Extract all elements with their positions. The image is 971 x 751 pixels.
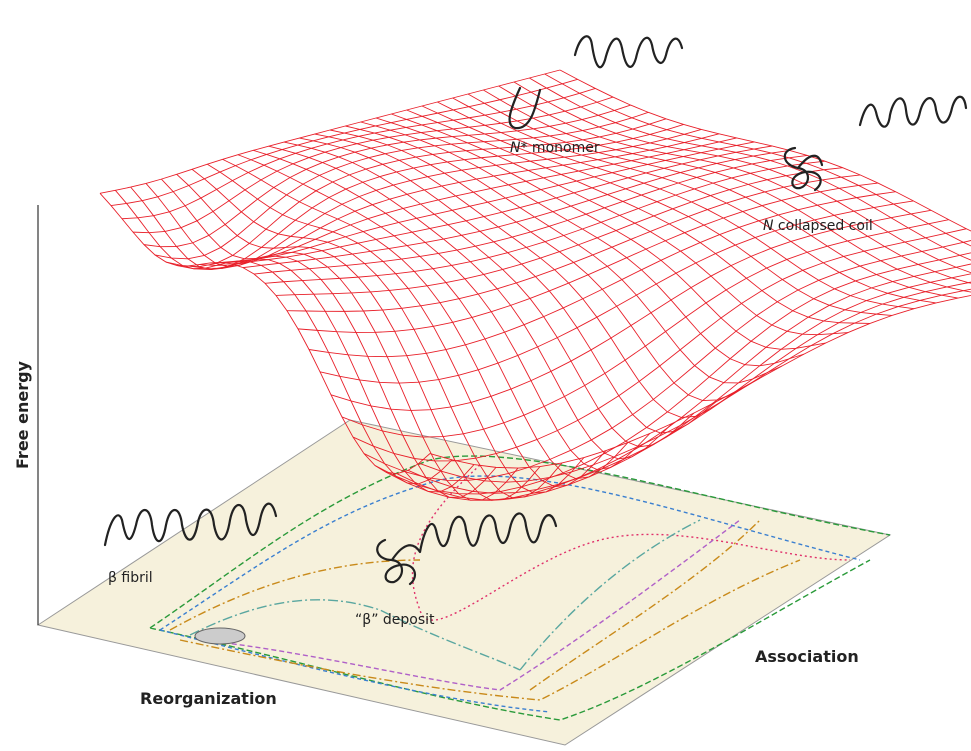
monomer-text: * monomer — [520, 140, 599, 156]
mesh-line — [276, 168, 843, 296]
mesh-line — [155, 112, 648, 258]
mesh-line — [468, 94, 958, 298]
association-label: Association — [755, 647, 859, 666]
monomer-label: N* monomer — [510, 140, 600, 156]
monomer-symbol: N — [510, 140, 521, 156]
mesh-line — [287, 175, 860, 311]
mesh-line — [284, 142, 694, 447]
mesh-line — [253, 150, 650, 469]
coil-text: collapsed coil — [773, 218, 872, 234]
mesh-line — [111, 79, 578, 205]
coil-symbol: N — [763, 218, 774, 234]
energy-surface — [100, 70, 971, 500]
mesh-line — [430, 274, 971, 468]
fibril-label: β fibril — [108, 570, 153, 586]
mesh-line — [453, 98, 936, 303]
coil-label: N collapsed coil — [763, 218, 873, 234]
deposit-label: “β” deposit — [355, 612, 435, 628]
mesh-line — [437, 102, 914, 309]
mesh-line — [309, 192, 896, 357]
well-bottom — [195, 628, 245, 644]
mesh-line — [419, 269, 971, 482]
reorganization-label: Reorganization — [140, 689, 277, 708]
mesh-line — [353, 229, 966, 461]
vertical-axis-label: Free energy — [13, 360, 32, 469]
mesh-line — [331, 210, 931, 410]
diagram: N* monomer N collapsed coil β fibril “β”… — [0, 0, 971, 747]
